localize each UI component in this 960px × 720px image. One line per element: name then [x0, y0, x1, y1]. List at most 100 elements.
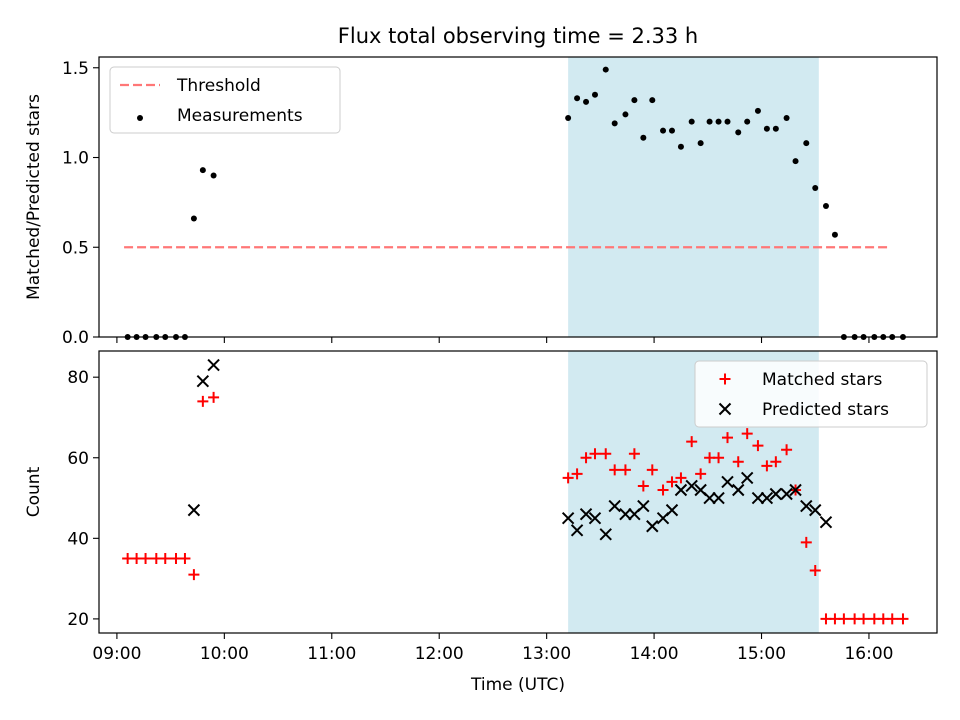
- predicted-star-point: [579, 507, 593, 521]
- predicted-star-point: [665, 503, 679, 517]
- measurement-point: [724, 118, 731, 125]
- matched-star-point: [589, 448, 601, 460]
- x-tick-label: 12:00: [415, 644, 464, 664]
- predicted-star-point: [800, 499, 813, 513]
- matched-star-point: [637, 480, 649, 492]
- y-axis-label: Count: [24, 466, 44, 517]
- x-tick-label: 16:00: [844, 644, 893, 664]
- matched-star-point: [666, 476, 678, 488]
- predicted-star-point: [619, 507, 632, 521]
- predicted-star-point: [570, 524, 584, 537]
- measurement-point: [792, 158, 799, 165]
- predicted-star-point: [819, 516, 833, 529]
- predicted-star-point: [608, 499, 621, 513]
- shaded-span: [568, 57, 819, 337]
- predicted-star-point: [599, 528, 612, 541]
- predicted-star-point: [760, 491, 774, 505]
- measurement-point: [583, 98, 590, 105]
- matched-star-point: [609, 464, 621, 476]
- matched-star-point: [800, 536, 812, 548]
- predicted-star-point: [769, 487, 783, 501]
- matched-star-point: [770, 456, 782, 468]
- y-axis-label: Matched/Predicted stars: [24, 94, 44, 300]
- matched-star-point: [897, 613, 909, 625]
- x-tick-label: 09:00: [92, 644, 141, 664]
- predicted-star-point: [637, 499, 650, 513]
- legend-predicted-swatch: [718, 402, 732, 416]
- measurement-point: [772, 125, 779, 132]
- matched-star-point: [886, 613, 898, 625]
- y-tick-label: 60: [67, 449, 89, 469]
- matched-star-point: [858, 613, 870, 625]
- matched-star-point: [619, 464, 631, 476]
- x-tick-label: 15:00: [737, 644, 786, 664]
- measurement-point: [190, 215, 197, 222]
- legend-label: Measurements: [177, 106, 303, 126]
- predicted-star-point: [561, 511, 575, 525]
- y-tick-label: 1.5: [62, 59, 89, 79]
- matched-star-point: [628, 448, 640, 460]
- predicted-star-point: [712, 491, 725, 505]
- y-tick-label: 80: [67, 368, 89, 388]
- predicted-star-point: [588, 511, 602, 525]
- measurement-point: [688, 118, 695, 125]
- legend-label: Predicted stars: [762, 400, 889, 420]
- y-tick-label: 0.5: [62, 238, 89, 258]
- measurement-point: [706, 118, 713, 125]
- matched-star-point: [562, 472, 574, 484]
- measurement-point: [715, 118, 722, 125]
- matched-star-point: [752, 440, 764, 452]
- matched-star-point: [838, 613, 850, 625]
- measurement-point: [697, 140, 704, 147]
- predicted-star-point: [703, 491, 716, 505]
- measurement-point: [565, 115, 572, 122]
- matched-star-point: [646, 464, 658, 476]
- ratio-panel: 0.0 0.5 1.0 1.5 Matched/Predicted stars Thres…: [24, 56, 938, 348]
- count-panel: 20 40 60 80 09:00 10:00 11:00 12:00 13:00 14:00 15…: [24, 350, 938, 664]
- predicted-star-point: [207, 358, 220, 372]
- measurement-point: [611, 120, 618, 127]
- predicted-star-point: [187, 503, 201, 517]
- matched-star-point: [722, 432, 733, 444]
- predicted-star-point: [685, 479, 698, 493]
- predicted-star-point: [809, 503, 822, 517]
- predicted-star-point: [740, 471, 754, 485]
- matched-star-point: [208, 391, 220, 403]
- measurement-point: [803, 140, 810, 147]
- x-axis-label: Time (UTC): [470, 675, 565, 695]
- matched-star-point: [159, 552, 171, 564]
- y-tick-label: 40: [67, 529, 89, 549]
- y-tick-label: 0.0: [62, 328, 89, 348]
- predicted-star-point: [780, 487, 793, 501]
- measurement-point: [763, 125, 770, 132]
- measurement-point: [574, 95, 581, 102]
- matched-star-point: [600, 448, 612, 460]
- matched-star-point: [140, 552, 152, 564]
- measurement-point: [602, 66, 609, 73]
- measurement-point: [822, 202, 829, 209]
- legend-box: [694, 360, 928, 428]
- chart-title: Flux total observing time = 2.33 h: [338, 24, 698, 48]
- measurement-point: [735, 129, 742, 136]
- matched-star-point: [686, 436, 698, 448]
- axes-frame: [98, 56, 938, 338]
- measurement-point: [210, 172, 217, 179]
- measurement-point: [744, 118, 751, 125]
- matched-star-point: [761, 460, 773, 472]
- predicted-star-point: [674, 483, 688, 497]
- matched-star-point: [741, 428, 753, 440]
- legend-matched-swatch: [719, 373, 731, 385]
- legend: Matched stars Predicted stars: [694, 360, 928, 428]
- measurement-point: [199, 167, 206, 174]
- legend-measurement-swatch: [137, 115, 143, 121]
- matched-star-point: [732, 456, 744, 468]
- legend-box: [109, 66, 341, 134]
- matched-star-point: [197, 395, 209, 407]
- matched-star-point: [179, 552, 191, 564]
- predicted-star-point: [789, 483, 802, 497]
- legend-label: Threshold: [176, 76, 261, 96]
- measurement-point: [622, 111, 629, 118]
- legend-label: Matched stars: [762, 370, 882, 390]
- axes-frame: [98, 350, 938, 634]
- measurement-point: [668, 127, 675, 134]
